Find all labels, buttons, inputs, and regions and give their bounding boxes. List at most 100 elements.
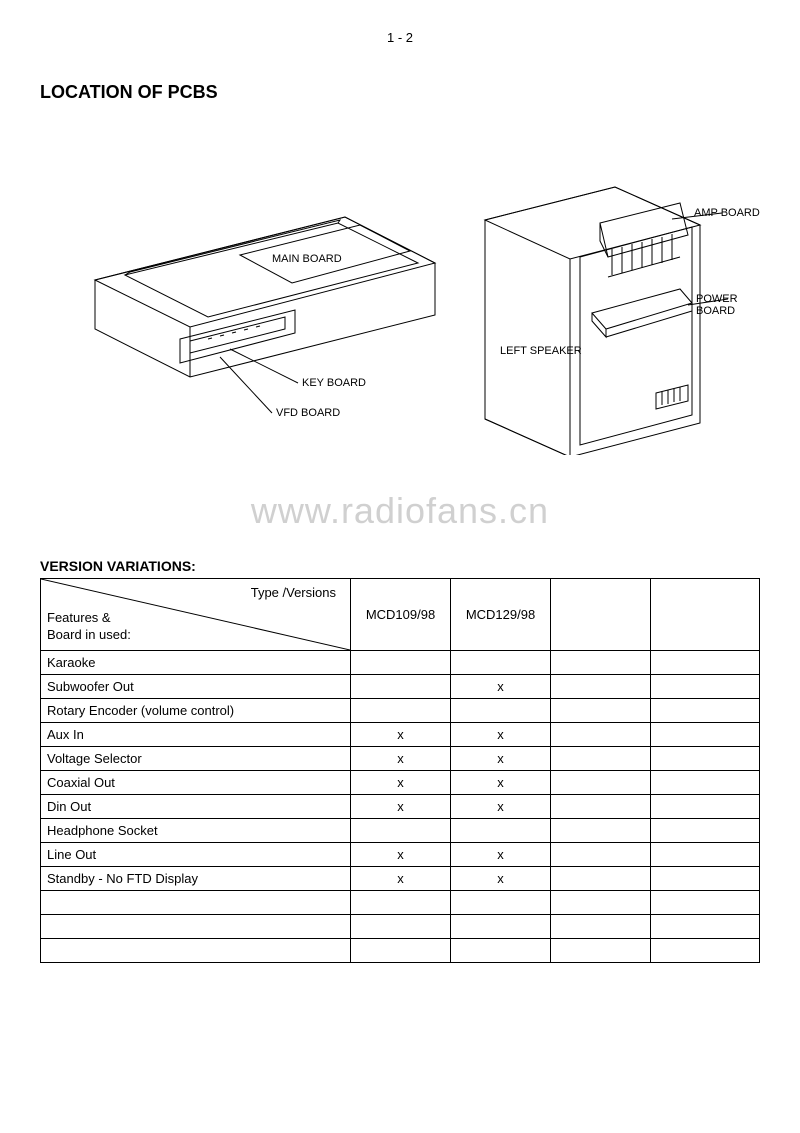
value-cell: x	[451, 675, 551, 699]
value-cell	[451, 819, 551, 843]
table-row: Subwoofer Out x	[41, 675, 760, 699]
value-cell: x	[351, 867, 451, 891]
feature-cell: Din Out	[41, 795, 351, 819]
label-power-board: POWER BOARD	[696, 293, 760, 317]
version-header-3	[651, 579, 760, 651]
version-header-2	[551, 579, 651, 651]
feature-cell: Aux In	[41, 723, 351, 747]
table-row: Voltage Selectorxx	[41, 747, 760, 771]
value-cell	[551, 867, 651, 891]
table-row: Coaxial Outxx	[41, 771, 760, 795]
value-cell: x	[451, 795, 551, 819]
table-row: Headphone Socket	[41, 819, 760, 843]
value-cell: x	[451, 771, 551, 795]
feature-cell: Coaxial Out	[41, 771, 351, 795]
value-cell	[451, 651, 551, 675]
version-variations-table: Type /Versions Features & Board in used:…	[40, 578, 760, 963]
value-cell	[551, 891, 651, 915]
table-row: Aux Inxx	[41, 723, 760, 747]
value-cell	[451, 939, 551, 963]
value-cell	[651, 771, 760, 795]
value-cell	[651, 915, 760, 939]
pcb-location-diagram: MAIN BOARD KEY BOARD VFD BOARD AMP BOARD…	[40, 145, 760, 455]
value-cell	[551, 939, 651, 963]
header-type-label: Type /Versions	[251, 585, 336, 600]
table-row: Rotary Encoder (volume control)	[41, 699, 760, 723]
value-cell	[551, 723, 651, 747]
header-diagonal-cell: Type /Versions Features & Board in used:	[41, 579, 351, 651]
value-cell	[651, 675, 760, 699]
version-header-0: MCD109/98	[351, 579, 451, 651]
header-features-label: Features & Board in used:	[47, 610, 131, 644]
value-cell: x	[351, 795, 451, 819]
value-cell	[351, 699, 451, 723]
value-cell	[551, 771, 651, 795]
feature-cell: Voltage Selector	[41, 747, 351, 771]
value-cell	[551, 819, 651, 843]
value-cell	[551, 795, 651, 819]
value-cell	[451, 891, 551, 915]
value-cell	[351, 651, 451, 675]
value-cell	[651, 939, 760, 963]
value-cell	[651, 723, 760, 747]
value-cell	[551, 747, 651, 771]
value-cell: x	[351, 747, 451, 771]
feature-cell	[41, 939, 351, 963]
table-row	[41, 891, 760, 915]
value-cell	[651, 867, 760, 891]
table-row: Standby - No FTD Displayxx	[41, 867, 760, 891]
value-cell	[651, 843, 760, 867]
value-cell: x	[451, 723, 551, 747]
version-header-1: MCD129/98	[451, 579, 551, 651]
label-vfd-board: VFD BOARD	[276, 407, 340, 419]
value-cell: x	[451, 867, 551, 891]
page-number: 1 - 2	[387, 30, 413, 45]
feature-cell: Line Out	[41, 843, 351, 867]
label-key-board: KEY BOARD	[302, 377, 366, 389]
table-row: Line Outxx	[41, 843, 760, 867]
page-title: LOCATION OF PCBS	[40, 82, 218, 103]
value-cell: x	[351, 771, 451, 795]
value-cell	[351, 915, 451, 939]
feature-cell	[41, 891, 351, 915]
table-header-row: Type /Versions Features & Board in used:…	[41, 579, 760, 651]
label-left-speaker: LEFT SPEAKER	[500, 345, 582, 357]
feature-cell: Rotary Encoder (volume control)	[41, 699, 351, 723]
value-cell	[351, 939, 451, 963]
value-cell: x	[451, 843, 551, 867]
value-cell: x	[451, 747, 551, 771]
header-features-line1: Features &	[47, 610, 111, 625]
value-cell: x	[351, 843, 451, 867]
feature-cell: Subwoofer Out	[41, 675, 351, 699]
table-row	[41, 915, 760, 939]
value-cell	[551, 699, 651, 723]
diagram-svg	[40, 145, 760, 455]
feature-cell: Karaoke	[41, 651, 351, 675]
table-row: Karaoke	[41, 651, 760, 675]
value-cell	[651, 891, 760, 915]
value-cell	[651, 819, 760, 843]
label-amp-board: AMP BOARD	[694, 207, 760, 219]
value-cell	[351, 819, 451, 843]
value-cell	[651, 699, 760, 723]
feature-cell: Standby - No FTD Display	[41, 867, 351, 891]
value-cell	[351, 675, 451, 699]
feature-cell: Headphone Socket	[41, 819, 351, 843]
watermark: www.radiofans.cn	[251, 490, 549, 532]
value-cell	[451, 915, 551, 939]
header-features-line2: Board in used:	[47, 627, 131, 642]
value-cell	[551, 675, 651, 699]
table-row	[41, 939, 760, 963]
value-cell	[651, 651, 760, 675]
section-title: VERSION VARIATIONS:	[40, 558, 196, 574]
feature-cell	[41, 915, 351, 939]
table-row: Din Outxx	[41, 795, 760, 819]
value-cell	[351, 891, 451, 915]
value-cell	[551, 843, 651, 867]
value-cell	[551, 915, 651, 939]
label-main-board: MAIN BOARD	[272, 253, 342, 265]
value-cell	[651, 747, 760, 771]
value-cell: x	[351, 723, 451, 747]
value-cell	[551, 651, 651, 675]
value-cell	[651, 795, 760, 819]
